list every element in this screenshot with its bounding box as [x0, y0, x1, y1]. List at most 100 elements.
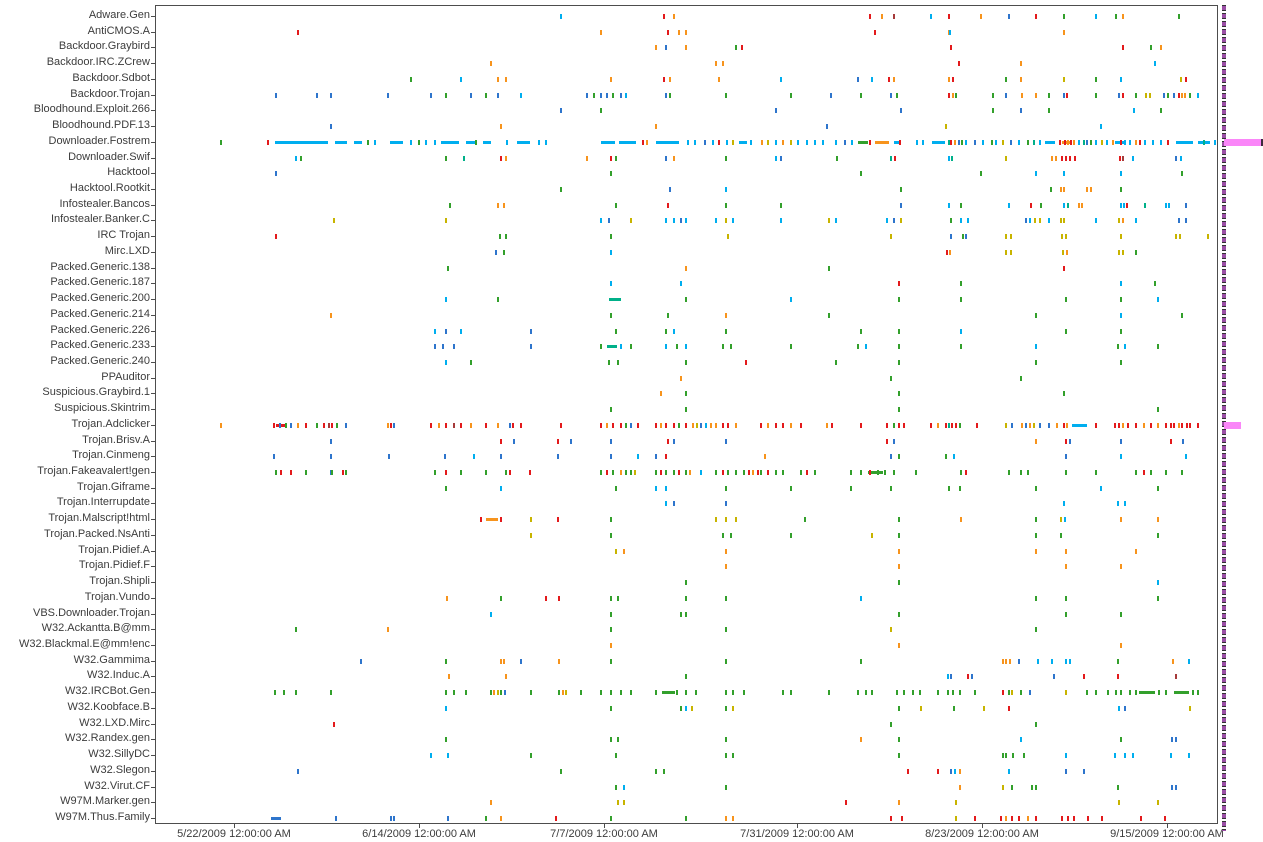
data-point[interactable]	[500, 454, 503, 460]
data-point[interactable]	[752, 470, 755, 476]
data-point[interactable]	[1005, 155, 1008, 161]
data-run[interactable]	[601, 140, 616, 144]
data-point[interactable]	[955, 800, 958, 806]
data-point[interactable]	[497, 422, 500, 428]
data-point[interactable]	[789, 532, 792, 538]
data-point[interactable]	[530, 753, 533, 759]
data-point[interactable]	[732, 139, 735, 145]
data-point[interactable]	[672, 422, 675, 428]
data-point[interactable]	[1179, 155, 1182, 161]
data-point[interactable]	[916, 139, 919, 145]
data-point[interactable]	[850, 470, 853, 476]
data-point[interactable]	[1086, 186, 1089, 192]
data-point[interactable]	[843, 139, 846, 145]
data-point[interactable]	[387, 454, 390, 460]
data-point[interactable]	[1062, 391, 1065, 397]
data-point[interactable]	[1120, 139, 1123, 145]
data-point[interactable]	[659, 470, 662, 476]
data-point[interactable]	[330, 124, 333, 130]
data-point[interactable]	[782, 139, 785, 145]
data-point[interactable]	[474, 139, 477, 145]
data-point[interactable]	[433, 344, 436, 350]
data-point[interactable]	[617, 595, 620, 601]
data-point[interactable]	[1177, 218, 1180, 224]
data-point[interactable]	[295, 627, 298, 633]
data-point[interactable]	[607, 218, 610, 224]
data-point[interactable]	[1062, 202, 1065, 208]
data-point[interactable]	[973, 816, 976, 821]
data-point[interactable]	[342, 470, 345, 476]
data-point[interactable]	[609, 76, 612, 82]
data-point[interactable]	[1035, 92, 1038, 98]
data-point[interactable]	[1086, 139, 1089, 145]
data-point[interactable]	[1028, 690, 1031, 696]
data-point[interactable]	[944, 454, 947, 460]
data-point[interactable]	[1118, 422, 1121, 428]
data-point[interactable]	[950, 45, 953, 51]
data-point[interactable]	[951, 155, 954, 161]
data-point[interactable]	[889, 485, 892, 491]
data-point[interactable]	[497, 202, 500, 208]
data-point[interactable]	[889, 234, 892, 240]
data-run[interactable]	[1174, 691, 1190, 695]
data-point[interactable]	[906, 768, 909, 774]
data-point[interactable]	[275, 92, 278, 98]
data-point[interactable]	[1009, 139, 1012, 145]
data-point[interactable]	[545, 139, 548, 145]
data-point[interactable]	[1000, 816, 1003, 821]
data-point[interactable]	[898, 422, 901, 428]
data-point[interactable]	[430, 753, 433, 759]
data-point[interactable]	[624, 470, 627, 476]
data-point[interactable]	[1067, 202, 1070, 208]
data-point[interactable]	[961, 234, 964, 240]
data-point[interactable]	[869, 139, 872, 145]
data-point[interactable]	[1094, 14, 1097, 19]
data-point[interactable]	[735, 470, 738, 476]
data-point[interactable]	[947, 76, 950, 82]
data-point[interactable]	[609, 249, 612, 255]
data-point[interactable]	[1188, 753, 1191, 759]
data-point[interactable]	[732, 218, 735, 224]
data-point[interactable]	[1157, 297, 1160, 303]
data-point[interactable]	[1135, 92, 1138, 98]
data-point[interactable]	[889, 816, 892, 821]
data-point[interactable]	[393, 816, 396, 821]
data-point[interactable]	[554, 816, 557, 821]
data-point[interactable]	[680, 281, 683, 287]
data-point[interactable]	[530, 532, 533, 538]
data-run[interactable]	[1114, 140, 1126, 144]
data-point[interactable]	[873, 29, 876, 35]
data-point[interactable]	[1135, 139, 1138, 145]
data-point[interactable]	[1087, 816, 1090, 821]
data-point[interactable]	[1164, 422, 1167, 428]
data-point[interactable]	[1062, 29, 1065, 35]
data-point[interactable]	[445, 218, 448, 224]
data-point[interactable]	[1124, 705, 1127, 711]
data-point[interactable]	[1059, 218, 1062, 224]
data-point[interactable]	[1005, 234, 1008, 240]
data-point[interactable]	[1082, 139, 1085, 145]
data-point[interactable]	[789, 92, 792, 98]
data-point[interactable]	[665, 92, 668, 98]
data-point[interactable]	[1005, 658, 1008, 664]
data-point[interactable]	[1122, 92, 1125, 98]
data-point[interactable]	[1185, 202, 1188, 208]
data-point[interactable]	[789, 485, 792, 491]
data-point[interactable]	[672, 218, 675, 224]
data-point[interactable]	[898, 407, 901, 413]
data-point[interactable]	[937, 422, 940, 428]
data-point[interactable]	[724, 690, 727, 696]
data-point[interactable]	[530, 328, 533, 334]
data-point[interactable]	[393, 422, 396, 428]
data-point[interactable]	[892, 14, 895, 19]
data-point[interactable]	[460, 470, 463, 476]
data-point[interactable]	[1074, 155, 1077, 161]
data-point[interactable]	[1094, 218, 1097, 224]
data-point[interactable]	[1064, 438, 1067, 444]
data-point[interactable]	[830, 92, 832, 98]
data-point[interactable]	[1018, 658, 1021, 664]
data-point[interactable]	[1064, 297, 1067, 303]
data-point[interactable]	[1118, 92, 1121, 98]
data-point[interactable]	[922, 139, 925, 145]
data-point[interactable]	[1177, 92, 1180, 98]
